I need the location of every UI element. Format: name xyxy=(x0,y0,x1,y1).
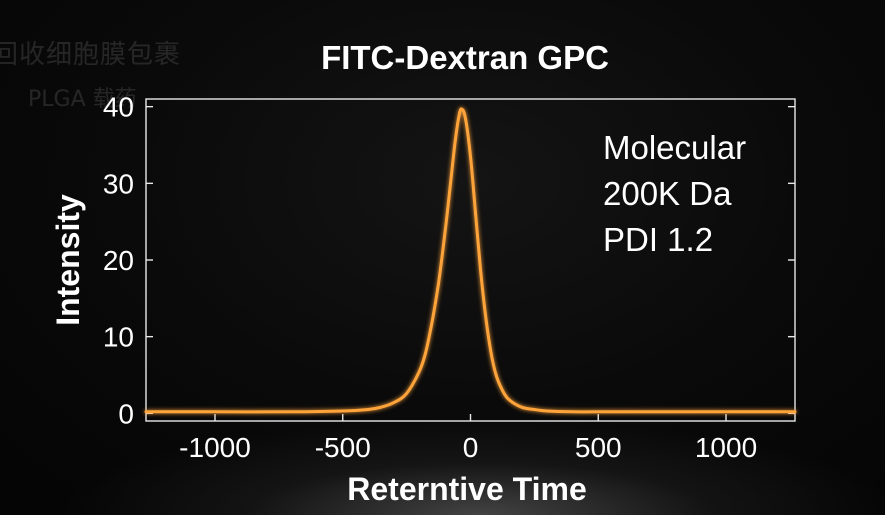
x-axis-label: Reterntive Time xyxy=(347,471,587,507)
y-axis-label: Intensity xyxy=(50,194,86,326)
x-tick-label: 1000 xyxy=(695,432,757,463)
y-tick-label: 30 xyxy=(103,168,134,199)
chromatogram-curve xyxy=(144,107,797,414)
y-tick-label: 10 xyxy=(103,322,134,353)
x-tick-label: 0 xyxy=(463,432,479,463)
annotation-pdi: PDI 1.2 xyxy=(603,221,713,258)
annotation-molecular-weight: 200K Da xyxy=(603,175,732,212)
y-tick-label: 40 xyxy=(103,92,134,123)
annotation-molecular: Molecular xyxy=(603,129,746,166)
chart-title: FITC-Dextran GPC xyxy=(321,39,609,76)
x-tick-label: -500 xyxy=(315,432,371,463)
y-tick-label: 20 xyxy=(103,245,134,276)
y-axis-ticks: 0 10 20 30 40 xyxy=(103,92,795,429)
x-axis-ticks: -1000 -500 0 500 1000 xyxy=(179,414,757,463)
x-tick-label: -1000 xyxy=(179,432,251,463)
x-tick-label: 500 xyxy=(575,432,622,463)
y-tick-label: 0 xyxy=(118,398,134,429)
